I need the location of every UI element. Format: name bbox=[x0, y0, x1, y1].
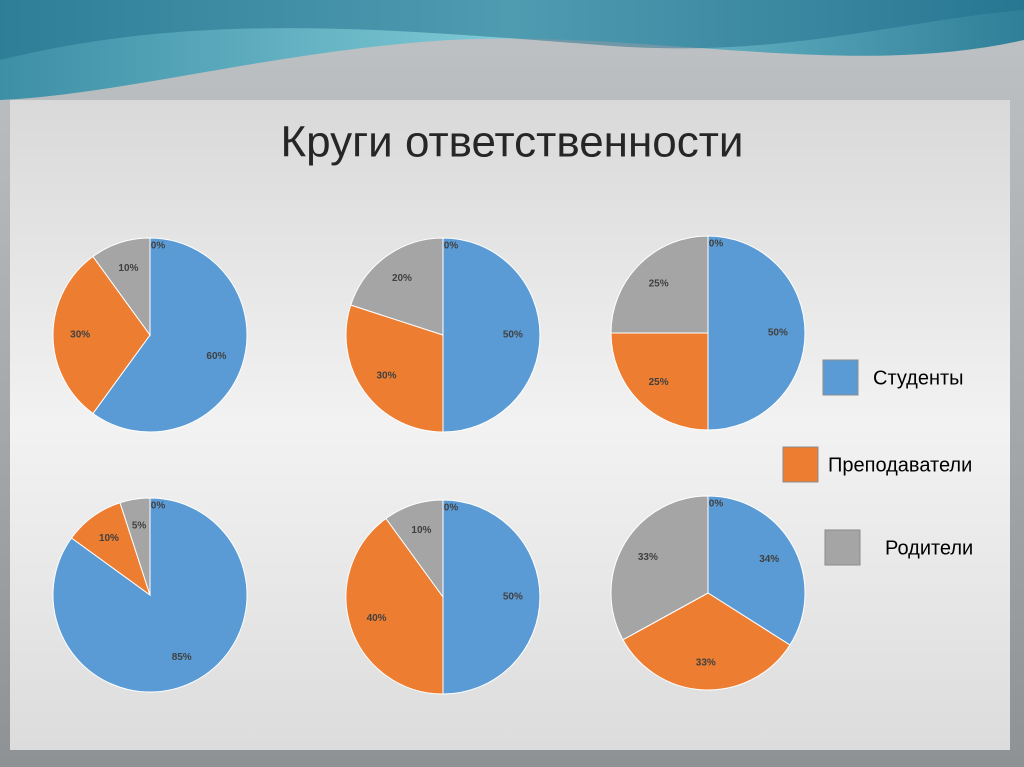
legend-swatch bbox=[824, 529, 861, 566]
data-label: 10% bbox=[118, 263, 138, 274]
data-label: 0% bbox=[444, 240, 459, 251]
pie-slice bbox=[52, 255, 151, 415]
pie-slice bbox=[442, 499, 541, 695]
data-label: 0% bbox=[151, 500, 166, 511]
data-label: 25% bbox=[649, 278, 669, 289]
data-label: 50% bbox=[768, 328, 788, 339]
data-label: 50% bbox=[503, 592, 523, 603]
data-label: 40% bbox=[367, 613, 387, 624]
pie-slice bbox=[92, 237, 248, 433]
data-label: 5% bbox=[132, 521, 147, 532]
pie-slice bbox=[350, 237, 444, 336]
pie-slice bbox=[345, 304, 444, 433]
legend-swatch bbox=[822, 359, 859, 396]
data-label: 20% bbox=[392, 273, 412, 284]
data-label: 25% bbox=[649, 377, 669, 388]
wave-dark bbox=[0, 0, 1024, 60]
slide-title: Круги ответственности bbox=[281, 118, 744, 167]
pie-slice bbox=[610, 332, 709, 431]
data-label: 0% bbox=[151, 240, 166, 251]
pie-slice bbox=[442, 237, 541, 433]
pie-slice bbox=[610, 495, 709, 641]
data-label: 10% bbox=[411, 525, 431, 536]
data-label: 0% bbox=[709, 238, 724, 249]
data-label: 30% bbox=[376, 371, 396, 382]
pie-slice bbox=[707, 235, 806, 431]
data-label: 60% bbox=[206, 351, 226, 362]
data-label: 34% bbox=[759, 554, 779, 565]
data-label: 0% bbox=[709, 498, 724, 509]
data-label: 50% bbox=[503, 330, 523, 341]
data-label: 33% bbox=[638, 552, 658, 563]
legend-label: Родители bbox=[885, 537, 973, 559]
data-label: 10% bbox=[99, 533, 119, 544]
pie-slice bbox=[707, 495, 806, 646]
legend-label: Студенты bbox=[873, 367, 964, 389]
legend-swatch bbox=[782, 446, 819, 483]
data-label: 85% bbox=[172, 652, 192, 663]
legend-label: Преподаватели bbox=[828, 454, 972, 476]
pie-slice bbox=[610, 235, 709, 334]
pie-slice bbox=[345, 517, 444, 695]
data-label: 0% bbox=[444, 502, 459, 513]
data-label: 30% bbox=[70, 330, 90, 341]
data-label: 33% bbox=[696, 657, 716, 668]
